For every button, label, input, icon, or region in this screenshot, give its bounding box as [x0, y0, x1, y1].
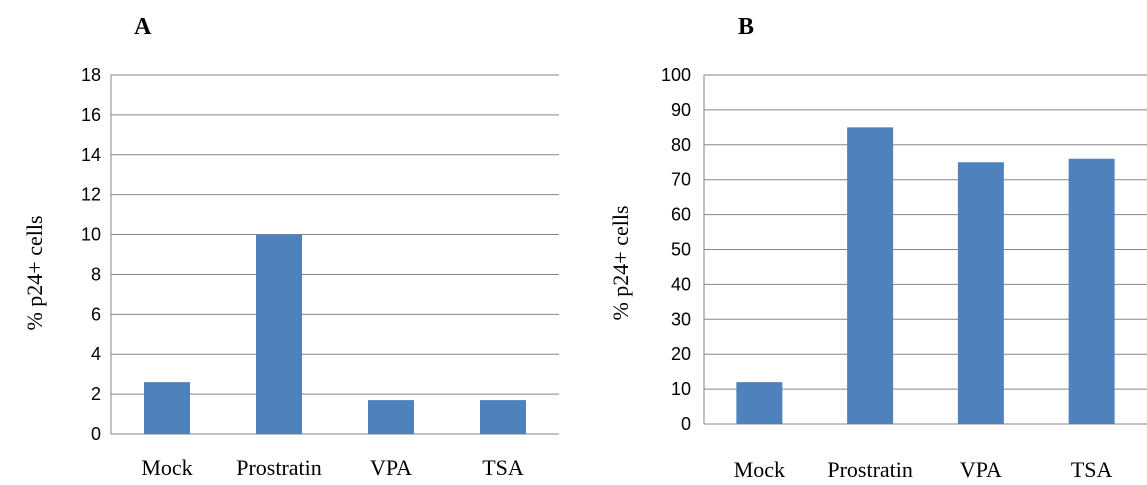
- x-tick-label-a: VPA: [370, 455, 412, 480]
- y-tick-label-b: 40: [671, 274, 691, 294]
- bar-chart-a: % p24+ cells 0 2 4 6 8 10 12 14 16 18 Mock Prostrat…: [22, 65, 559, 480]
- y-tick-label-b: 90: [671, 100, 691, 120]
- x-tick-label-a: TSA: [482, 455, 524, 480]
- bar-a-mock: [144, 382, 190, 434]
- y-axis-label-b: % p24+ cells: [608, 205, 633, 320]
- x-tick-label-b: Mock: [734, 457, 785, 482]
- y-tick-label-b: 20: [671, 344, 691, 364]
- y-tick-label-a: 16: [81, 105, 101, 125]
- y-tick-label-a: 12: [81, 185, 101, 205]
- y-tick-label-b: 50: [671, 240, 691, 260]
- y-axis-label-a: % p24+ cells: [22, 215, 47, 330]
- y-tick-label-a: 10: [81, 225, 101, 245]
- x-tick-label-a: Prostratin: [236, 455, 322, 480]
- x-tick-label-b: TSA: [1071, 457, 1113, 482]
- y-tick-label-a: 0: [91, 424, 101, 444]
- y-tick-label-a: 6: [91, 304, 101, 324]
- y-tick-label-b: 0: [681, 414, 691, 434]
- y-tick-label-a: 4: [91, 344, 101, 364]
- panel-label-a: A: [134, 14, 152, 40]
- y-tick-label-a: 18: [81, 65, 101, 85]
- x-tick-label-a: Mock: [141, 455, 192, 480]
- y-tick-label-b: 80: [671, 135, 691, 155]
- y-tick-label-b: 30: [671, 309, 691, 329]
- y-tick-label-b: 60: [671, 205, 691, 225]
- x-tick-label-b: Prostratin: [827, 457, 913, 482]
- bar-b-mock: [736, 382, 783, 424]
- bar-b-vpa: [957, 162, 1004, 424]
- bar-a-vpa: [368, 400, 414, 434]
- bar-a-prostratin: [256, 234, 302, 434]
- y-tick-label-a: 8: [91, 264, 101, 284]
- bar-a-tsa: [480, 400, 526, 434]
- y-tick-label-a: 2: [91, 384, 101, 404]
- y-tick-label-a: 14: [81, 145, 101, 165]
- panel-label-b: B: [738, 14, 755, 40]
- y-tick-label-b: 70: [671, 170, 691, 190]
- chart-panel-b: B % p24+ cells 0 10 20 30 40 50 60 70 80 90 100 Moc…: [574, 0, 1147, 485]
- x-tick-label-b: VPA: [960, 457, 1002, 482]
- bar-chart-b: % p24+ cells 0 10 20 30 40 50 60 70 80 90 100 Mock P…: [608, 65, 1147, 482]
- y-tick-label-b: 100: [661, 65, 691, 85]
- chart-panel-a: A % p24+ cells 0 2 4 6 8 10 12 14 16 18 Mock Prostr…: [0, 0, 573, 485]
- bar-b-tsa: [1068, 158, 1115, 424]
- y-tick-label-b: 10: [671, 379, 691, 399]
- bar-b-prostratin: [847, 127, 894, 424]
